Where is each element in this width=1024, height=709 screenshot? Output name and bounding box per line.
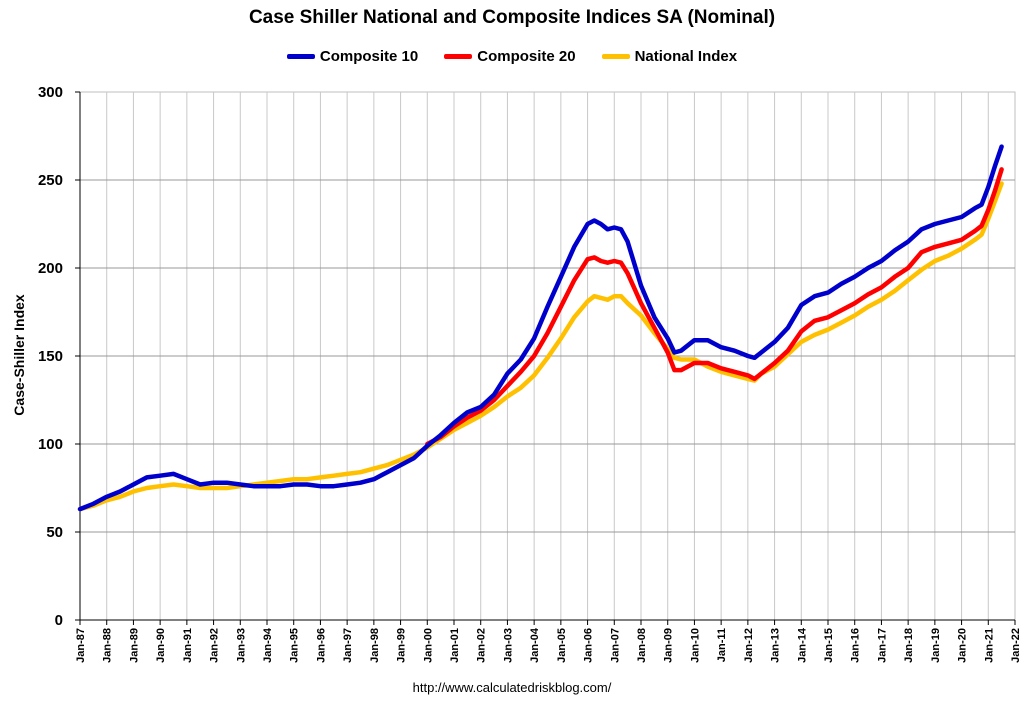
legend-label-national-index: National Index [634,48,738,65]
x-tick-label: Jan-93 [235,628,247,663]
x-tick-label: Jan-94 [262,627,274,663]
x-tick-label: Jan-17 [876,628,888,663]
x-tick-label: Jan-01 [449,628,461,663]
axis-layer: Jan-87 Jan-88 Jan-89 Jan-90 Jan-91 Jan-92 Jan-… [38,84,1022,663]
x-tick-label: Jan-05 [556,628,568,663]
chart-legend: Composite 10 Composite 20 National Index [0,48,1024,65]
y-axis-label: Case-Shiller Index [11,294,27,416]
x-tick-label: Jan-07 [609,628,621,663]
x-tick-label: Jan-02 [476,628,488,663]
x-tick-label: Jan-06 [583,628,595,663]
y-tick-label: 250 [38,172,63,189]
x-tick-label: Jan-10 [689,628,701,663]
x-tick-label: Jan-89 [128,628,140,663]
legend-swatch-composite-20 [444,54,473,59]
x-tick-label: Jan-08 [636,628,648,663]
x-tick-label: Jan-12 [743,628,755,663]
x-tick-label: Jan-00 [422,628,434,663]
x-tick-label: Jan-88 [102,628,114,663]
x-tick-label: Jan-92 [209,628,221,663]
y-tick-label: 300 [38,84,63,101]
x-tick-label: Jan-15 [823,628,835,663]
series-layer [77,144,1004,512]
series-line-composite-20 [425,167,1004,447]
y-tick-label: 200 [38,260,63,277]
x-tick-label: Jan-03 [502,628,514,663]
x-tick-label: Jan-99 [396,628,408,663]
x-tick-label: Jan-19 [930,628,942,663]
x-tick-label: Jan-11 [716,628,728,662]
legend-label-composite-10: Composite 10 [319,48,419,65]
x-tick-label: Jan-13 [770,628,782,663]
x-tick-label: Jan-14 [796,627,808,663]
x-tick-label: Jan-87 [75,628,87,663]
y-tick-label: 100 [38,436,63,453]
x-tick-label: Jan-97 [342,628,354,663]
legend-swatch-composite-10 [286,54,315,59]
x-tick-label: Jan-90 [155,628,167,663]
x-tick-label: Jan-95 [289,628,301,663]
x-tick-label: Jan-18 [903,628,915,663]
x-tick-label: Jan-20 [957,628,969,663]
legend-swatch-national-index [601,54,630,59]
y-tick-label: 0 [55,612,63,629]
x-tick-label: Jan-22 [1010,628,1022,663]
x-tick-label: Jan-21 [983,628,995,663]
x-tick-label: Jan-96 [315,628,327,663]
x-tick-label: Jan-98 [369,628,381,663]
x-tick-label: Jan-91 [182,628,194,663]
y-tick-label: 150 [38,348,63,365]
x-tick-label: Jan-09 [663,628,675,663]
legend-label-composite-20: Composite 20 [477,48,576,65]
legend-item-national-index: National Index [601,48,738,65]
y-tick-label: 50 [46,524,63,541]
series-line-composite-10 [77,144,1004,512]
x-tick-label: Jan-04 [529,627,541,663]
legend-item-composite-10: Composite 10 [286,48,419,65]
legend-item-composite-20: Composite 20 [444,48,576,65]
source-footer: http://www.calculatedriskblog.com/ [412,680,612,695]
chart-title: Case Shiller National and Composite Indi… [248,7,776,28]
x-tick-label: Jan-16 [850,628,862,663]
